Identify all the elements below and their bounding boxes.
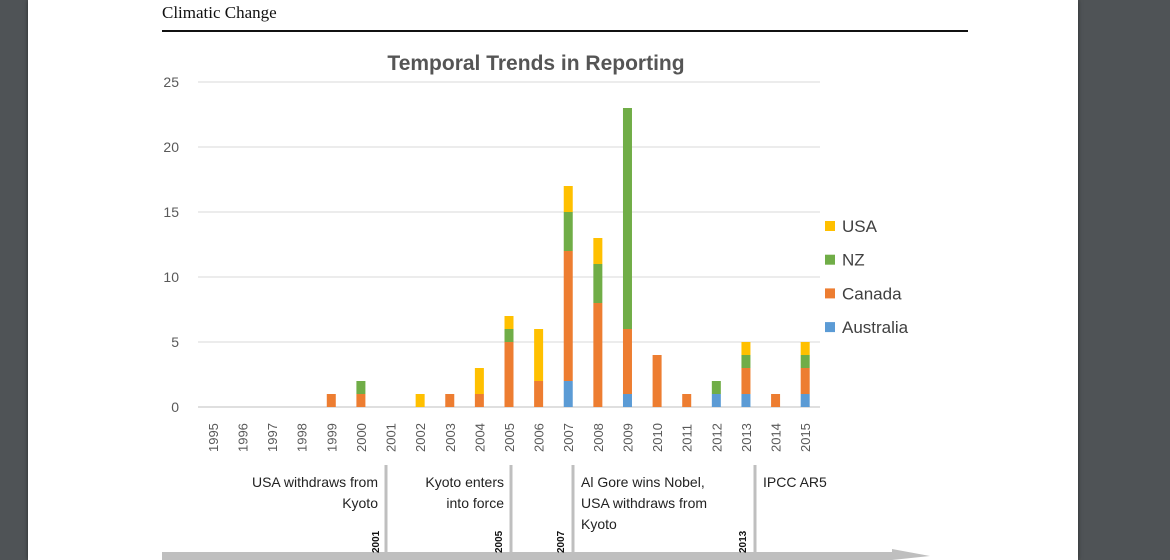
x-tick-label: 2005 <box>502 423 517 452</box>
document-page: Climatic Change Temporal Trends in Repor… <box>28 0 1078 560</box>
x-tick-label: 2014 <box>769 423 784 452</box>
bar-canada-1999 <box>326 394 336 407</box>
bar-nz-2009 <box>622 108 632 329</box>
bar-australia-2007 <box>563 381 573 407</box>
bar-usa-2005 <box>504 316 514 329</box>
bar-nz-2000 <box>356 381 366 394</box>
x-tick-label: 1999 <box>324 423 339 452</box>
y-tick-label: 15 <box>163 204 179 220</box>
bar-nz-2005 <box>504 329 514 342</box>
stacked-bar-chart: Temporal Trends in Reporting 0 5 10 15 20 25 19… <box>162 52 930 560</box>
timeline-event-3-line-1: Al Gore wins Nobel, <box>581 474 705 490</box>
x-tick-label: 2011 <box>680 424 695 452</box>
timeline-event-3-line-2: USA withdraws from <box>581 495 708 511</box>
header-rule <box>162 30 968 32</box>
bar-australia-2013 <box>741 394 751 407</box>
bar-canada-2013 <box>741 368 751 394</box>
timeline-event-1-line-1: USA withdraws from <box>251 474 378 490</box>
legend-swatch-australia <box>825 322 835 333</box>
x-tick-label: 2013 <box>739 423 754 452</box>
x-tick-label: 2002 <box>413 423 428 452</box>
bar-australia-2012 <box>711 394 721 407</box>
x-tick-label: 1997 <box>265 423 280 452</box>
timeline-event-2-line-2: into force <box>446 495 504 511</box>
timeline-event-1: USA withdraws from Kyoto <box>218 472 378 514</box>
x-tick-label: 2001 <box>384 423 399 452</box>
legend-label-canada: Canada <box>842 284 902 303</box>
bar-usa-2015 <box>800 342 810 355</box>
bar-canada-2005 <box>504 342 514 407</box>
bar-nz-2015 <box>800 355 810 368</box>
bar-usa-2004 <box>474 368 484 394</box>
timeline-year-2005: 2005 <box>494 530 505 553</box>
timeline-arrow-shaft <box>162 552 892 560</box>
timeline-event-2-line-1: Kyoto enters <box>425 474 504 490</box>
timeline-event-4-line-1: IPCC AR5 <box>763 474 827 490</box>
bar-nz-2008 <box>593 264 603 303</box>
bar-australia-2009 <box>622 394 632 407</box>
timeline-year-2013: 2013 <box>738 530 749 553</box>
x-tick-label: 2007 <box>561 423 576 452</box>
bar-usa-2002 <box>415 394 425 407</box>
bar-canada-2007 <box>563 251 573 381</box>
x-tick-label: 2012 <box>709 423 724 452</box>
timeline-event-3: Al Gore wins Nobel, USA withdraws from K… <box>581 472 741 535</box>
bar-australia-2015 <box>800 394 810 407</box>
timeline-event-3-line-3: Kyoto <box>581 516 617 532</box>
x-tick-label: 2003 <box>443 423 458 452</box>
x-tick-label: 2009 <box>620 423 635 452</box>
bar-canada-2008 <box>593 303 603 407</box>
legend-swatch-canada <box>825 288 835 299</box>
bar-usa-2007 <box>563 186 573 212</box>
x-tick-label: 2004 <box>472 423 487 452</box>
bar-canada-2003 <box>445 394 455 407</box>
legend-swatch-nz <box>825 254 835 265</box>
bar-canada-2014 <box>771 394 781 407</box>
x-tick-label: 2010 <box>650 423 665 452</box>
legend-label-nz: NZ <box>842 251 865 270</box>
bar-usa-2006 <box>534 329 544 381</box>
bar-canada-2010 <box>652 355 662 407</box>
legend-label-usa: USA <box>842 217 878 236</box>
timeline-year-2007: 2007 <box>556 530 567 553</box>
bar-usa-2008 <box>593 238 603 264</box>
bar-canada-2015 <box>800 368 810 394</box>
bar-canada-2011 <box>682 394 692 407</box>
x-tick-label: 2008 <box>591 423 606 452</box>
timeline-arrow-head <box>892 549 930 560</box>
y-tick-label: 0 <box>171 399 179 415</box>
y-tick-label: 10 <box>163 269 179 285</box>
timeline-event-1-line-2: Kyoto <box>342 495 378 511</box>
bar-nz-2012 <box>711 381 721 394</box>
bar-usa-2013 <box>741 342 751 355</box>
bar-canada-2006 <box>534 381 544 407</box>
chart-title: Temporal Trends in Reporting <box>387 52 684 75</box>
bar-canada-2009 <box>622 329 632 394</box>
bar-nz-2007 <box>563 212 573 251</box>
y-tick-label: 25 <box>163 74 179 90</box>
bar-canada-2004 <box>474 394 484 407</box>
y-tick-label: 20 <box>163 139 179 155</box>
x-tick-label: 1998 <box>295 423 310 452</box>
x-tick-label: 2000 <box>354 423 369 452</box>
bar-nz-2013 <box>741 355 751 368</box>
x-tick-label: 1995 <box>206 423 221 452</box>
bar-canada-2000 <box>356 394 366 407</box>
timeline-year-2001: 2001 <box>371 530 382 553</box>
x-tick-label: 2015 <box>798 423 813 452</box>
legend-label-australia: Australia <box>842 318 909 337</box>
y-tick-label: 5 <box>171 334 179 350</box>
legend-swatch-usa <box>825 221 835 231</box>
x-tick-label: 1996 <box>235 423 250 452</box>
journal-header: Climatic Change <box>162 3 277 22</box>
timeline-event-2: Kyoto enters into force <box>393 472 504 514</box>
x-tick-label: 2006 <box>532 423 547 452</box>
timeline-event-4: IPCC AR5 <box>763 472 863 493</box>
